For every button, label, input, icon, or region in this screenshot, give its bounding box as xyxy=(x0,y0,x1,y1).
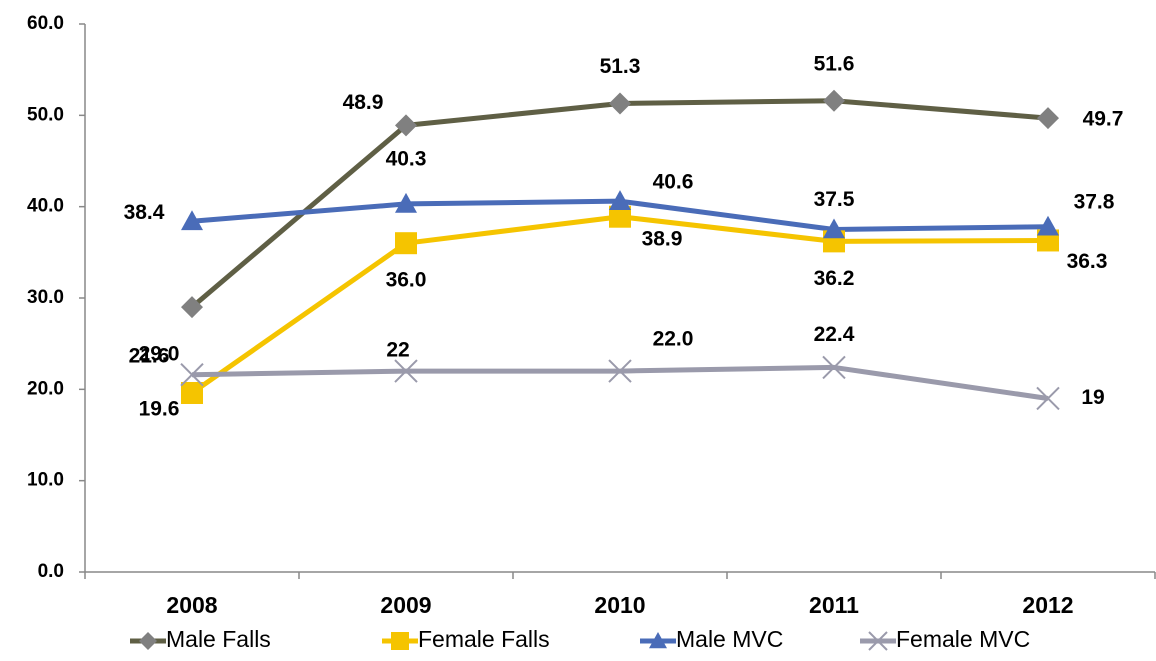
data-label: 36.0 xyxy=(386,269,427,292)
marker xyxy=(608,359,632,383)
marker xyxy=(823,89,845,112)
legend-marker xyxy=(391,632,409,650)
legend-label: Female MVC xyxy=(896,626,1030,652)
data-label: 37.8 xyxy=(1074,190,1115,213)
data-label: 37.5 xyxy=(814,188,855,211)
legend-marker xyxy=(649,632,667,649)
data-label: 36.2 xyxy=(814,267,855,290)
data-label: 49.7 xyxy=(1083,108,1124,131)
data-label: 19.6 xyxy=(139,398,180,421)
legend-marker xyxy=(139,632,157,650)
data-label: 19 xyxy=(1081,386,1104,409)
x-tick-label: 2010 xyxy=(594,592,645,618)
y-tick-label: 20.0 xyxy=(27,378,64,399)
marker xyxy=(394,359,418,383)
marker xyxy=(181,210,203,231)
marker xyxy=(180,363,204,387)
marker xyxy=(395,192,417,213)
legend-label: Male Falls xyxy=(166,626,271,652)
y-tick-label: 40.0 xyxy=(27,196,64,217)
marker xyxy=(822,355,846,380)
y-tick-label: 30.0 xyxy=(27,287,64,308)
x-tick-label: 2009 xyxy=(380,592,431,618)
series-line xyxy=(190,214,1049,396)
data-label: 48.9 xyxy=(343,91,384,114)
marker xyxy=(1037,215,1059,236)
marker xyxy=(395,232,417,255)
data-label: 22.4 xyxy=(814,323,855,346)
data-label: 38.4 xyxy=(124,201,165,224)
marker xyxy=(181,381,203,404)
data-label: 22 xyxy=(386,339,409,362)
marker xyxy=(1036,386,1060,411)
marker xyxy=(395,114,417,137)
y-tick-label: 10.0 xyxy=(27,470,64,491)
x-tick-label: 2011 xyxy=(809,592,859,618)
y-tick-label: 0.0 xyxy=(38,561,64,582)
legend-label: Male MVC xyxy=(676,626,783,652)
legend-label: Female Falls xyxy=(418,626,550,652)
data-label: 36.3 xyxy=(1067,250,1108,273)
data-label: 29.0 xyxy=(139,343,180,366)
data-label: 40.3 xyxy=(386,147,427,170)
data-label: 51.3 xyxy=(600,55,641,78)
marker xyxy=(823,218,845,239)
legend-marker xyxy=(868,631,888,651)
x-tick-label: 2012 xyxy=(1022,592,1073,618)
data-label: 40.6 xyxy=(653,171,694,194)
marker xyxy=(609,205,631,228)
marker xyxy=(181,296,203,319)
marker xyxy=(1037,107,1059,130)
data-label: 22.0 xyxy=(653,328,694,351)
data-label: 51.6 xyxy=(814,52,855,75)
x-tick-label: 2008 xyxy=(166,592,217,618)
data-label: 21.6 xyxy=(129,344,170,367)
data-label: 38.9 xyxy=(642,227,683,250)
marker xyxy=(609,92,631,115)
y-tick-label: 60.0 xyxy=(27,13,64,34)
y-tick-label: 50.0 xyxy=(27,104,64,125)
marker xyxy=(609,190,631,210)
